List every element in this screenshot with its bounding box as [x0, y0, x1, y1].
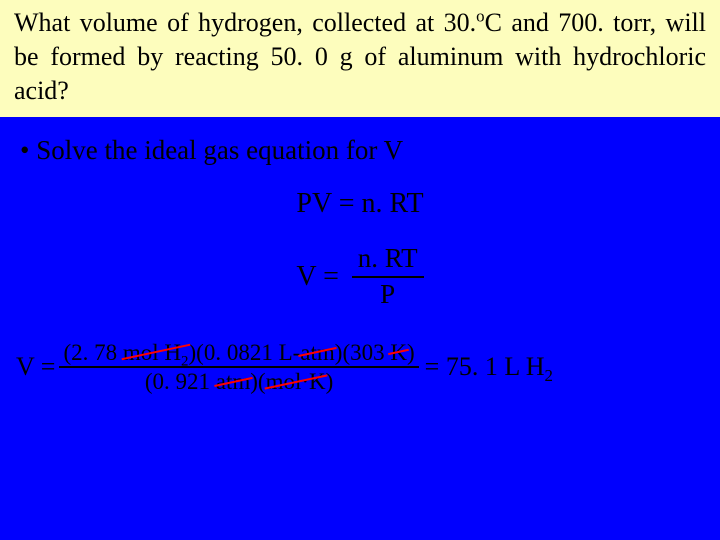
equation-v-nrt-over-p: V = n. RT P — [14, 244, 706, 309]
final-result: = 75. 1 L H2 — [425, 352, 553, 382]
final-v-equals: V = — [16, 352, 55, 382]
fraction-numerator: n. RT — [352, 244, 424, 278]
final-numerator: (2. 78 mol H2)(0. 0821 L-atm)(303 K) — [59, 340, 418, 368]
work-area: • Solve the ideal gas equation for V PV … — [0, 117, 720, 540]
question-box: What volume of hydrogen, collected at 30… — [0, 0, 720, 117]
question-text-prefix: What volume of hydrogen, collected at 30… — [14, 8, 476, 37]
question-superscript-o: o — [476, 6, 484, 25]
strike-atm-num: atm — [300, 340, 335, 365]
fraction-nrt-p: n. RT P — [352, 244, 424, 309]
equation-pv-nrt: PV = n. RT — [14, 188, 706, 220]
strike-k-num: K — [390, 340, 407, 365]
strike-molk-den: mol·K — [266, 369, 326, 394]
final-calculation: V = (2. 78 mol H2)(0. 0821 L-atm)(303 K)… — [14, 340, 706, 395]
fraction-denominator: P — [352, 278, 424, 310]
v-equals-label: V = — [296, 261, 339, 293]
strike-atm-den: atm — [216, 369, 251, 394]
final-denominator: (0. 921 atm)(mol·K) — [59, 368, 418, 394]
strike-mol-h2: mol H2 — [123, 340, 189, 365]
slide: What volume of hydrogen, collected at 30… — [0, 0, 720, 540]
final-fraction: (2. 78 mol H2)(0. 0821 L-atm)(303 K) (0.… — [59, 340, 418, 395]
bullet-solve: • Solve the ideal gas equation for V — [14, 135, 706, 166]
